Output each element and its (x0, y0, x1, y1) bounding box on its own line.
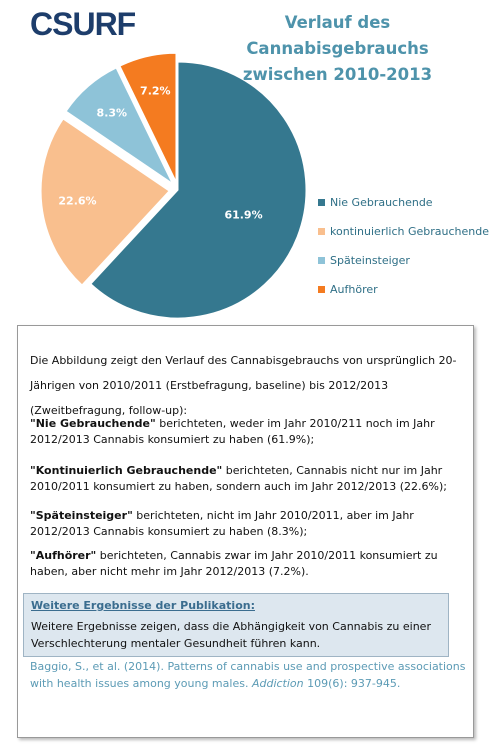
item-text: berichteten, Cannabis nicht nur im Jahr … (30, 464, 447, 493)
item: "Späteinsteiger" berichteten, nicht im J… (30, 508, 460, 540)
citation: Baggio, S., et al. (2014). Patterns of c… (30, 658, 470, 692)
logo: CSURF (30, 6, 136, 42)
more-title: Weitere Ergebnisse der Publikation: (31, 599, 255, 612)
chart-title: Verlauf des Cannabisgebrauchs zwischen 2… (242, 13, 433, 84)
more-text: Weitere Ergebnisse zeigen, dass die Abhä… (31, 620, 431, 650)
value-label: 7.2% (140, 84, 171, 97)
more-results: Weitere Ergebnisse der Publikation: Weit… (23, 593, 449, 657)
legend-swatch (318, 286, 325, 293)
pie-slice (40, 118, 170, 286)
item: "Aufhörer" berichteten, Cannabis zwar im… (30, 548, 460, 580)
pie-slice (119, 52, 177, 182)
item: "Nie Gebrauchende" berichteten, weder im… (30, 416, 460, 448)
intro: Die Abbildung zeigt den Verlauf des Cann… (30, 354, 457, 417)
item-term: "Kontinuierlich Gebrauchende" (30, 464, 223, 477)
value-label: 8.3% (97, 106, 128, 119)
item-text: berichteten, nicht im Jahr 2010/2011, ab… (30, 509, 414, 538)
value-label: 61.9% (224, 209, 262, 222)
legend-swatch (318, 228, 325, 235)
chart: 61.9% Nie Gebrauchende 22.6% kontinuierlich… (40, 52, 489, 319)
journal: Addiction (251, 677, 304, 690)
value-label: 22.6% (58, 194, 96, 207)
legend-label: kontinuierlich Gebrauchende (330, 225, 489, 238)
item-text: berichteten, weder im Jahr 2010/211 noch… (30, 417, 435, 446)
item: "Kontinuierlich Gebrauchende" berichtete… (30, 463, 460, 495)
item-term: "Späteinsteiger" (30, 509, 133, 522)
item-term: "Aufhörer" (30, 549, 97, 562)
description-box: Die Abbildung zeigt den Verlauf des Cann… (17, 325, 474, 738)
citation-text: Baggio, S., et al. (2014). Patterns of c… (30, 660, 466, 690)
legend-swatch (318, 199, 325, 206)
pie-slice (65, 67, 174, 185)
legend-label: Aufhörer (330, 283, 378, 296)
item-term: "Nie Gebrauchende" (30, 417, 156, 430)
pie-slice (90, 61, 307, 319)
legend-label: Nie Gebrauchende (330, 196, 433, 209)
item-text: berichteten, Cannabis zwar im Jahr 2010/… (30, 549, 438, 578)
legend-label: Späteinsteiger (330, 254, 410, 267)
citation-text: 109(6): 937-945. (303, 677, 401, 690)
legend-swatch (318, 257, 325, 264)
